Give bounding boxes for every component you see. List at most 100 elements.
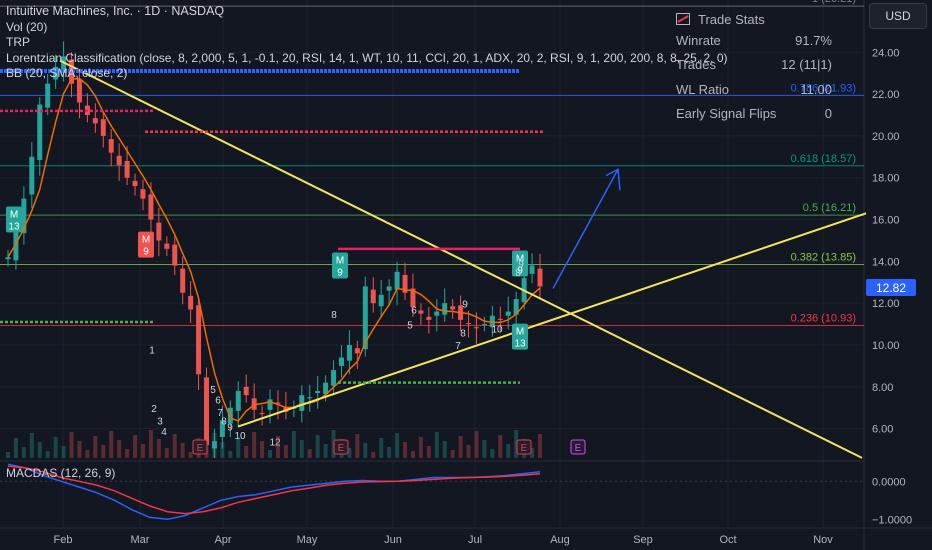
candle-body — [69, 59, 75, 84]
candle-body — [505, 311, 511, 316]
indicator-lorentzian[interactable]: Lorentzian Classification (close, 8, 2,0… — [6, 50, 728, 65]
candle-body — [140, 189, 146, 199]
td-count-label: 10 — [234, 431, 246, 442]
volume-bar — [466, 445, 471, 458]
candle-body — [219, 420, 225, 437]
candle-body — [116, 155, 122, 166]
candle-body — [346, 345, 352, 361]
x-tick-label: May — [297, 534, 318, 546]
volume-bar — [506, 444, 511, 458]
volume-bar — [125, 449, 130, 458]
candle-body — [418, 310, 424, 314]
candle-body — [211, 441, 217, 449]
volume-bar — [347, 448, 352, 458]
volume-bar — [498, 435, 503, 458]
td-count-label: 3 — [157, 416, 163, 427]
candle-body — [489, 315, 495, 328]
candle-body — [259, 412, 265, 414]
candle-body — [13, 230, 19, 261]
fib-level-label: 0.236 (10.93) — [791, 313, 856, 325]
td-count-label: 4 — [161, 427, 167, 438]
x-tick-label: Nov — [813, 534, 833, 546]
symbol-title[interactable]: Intuitive Machines, Inc. · 1D · NASDAQ — [6, 4, 225, 18]
y-tick-label: 16.00 — [872, 215, 900, 227]
fib-level-label: 0.786 (21.93) — [791, 83, 856, 95]
volume-bar — [442, 441, 447, 458]
volume-bar — [220, 442, 225, 458]
volume-bar — [140, 444, 145, 458]
td-count-label: 6 — [411, 306, 417, 317]
fib-level-label: 0.618 (18.57) — [791, 153, 856, 165]
currency-button[interactable]: USD — [869, 3, 927, 29]
volume-bar — [45, 451, 50, 458]
signal-badge-count: 13 — [8, 222, 20, 233]
candle-body — [188, 295, 194, 310]
candle-body — [434, 311, 440, 316]
projection-arrowhead — [605, 168, 621, 191]
volume-bar — [482, 440, 487, 458]
x-tick-label: Mar — [131, 534, 150, 546]
indicator-trp[interactable]: TRP — [6, 35, 30, 49]
candle-body — [76, 79, 82, 103]
candle-body — [275, 402, 281, 404]
volume-bar — [260, 441, 265, 458]
volume-bar — [69, 432, 74, 458]
volume-bar — [379, 438, 384, 458]
candle-body — [156, 222, 162, 241]
candle-body — [410, 288, 416, 308]
indicator-bollinger[interactable]: BB (20, SMA, close, 2) — [6, 66, 128, 80]
indicator-volume[interactable]: Vol (20) — [6, 19, 48, 34]
volume-bar — [53, 437, 58, 458]
x-tick-label: Feb — [54, 534, 73, 546]
td-count-label: 9 — [227, 423, 233, 434]
volume-bar — [148, 430, 153, 458]
volume-bar — [418, 437, 423, 458]
signal-badge-letter: M — [516, 253, 524, 264]
y-tick-label: 10.00 — [872, 340, 900, 352]
candle-body — [402, 274, 408, 293]
volume-bar — [387, 447, 392, 458]
volume-bar — [37, 442, 42, 458]
candle-body — [180, 268, 186, 293]
candle-body — [124, 161, 130, 178]
trade-stats-panel: Trade Stats Winrate 91.7% Trades 12 (11|1)… — [676, 10, 832, 126]
candle-body — [331, 370, 337, 386]
candle-body — [315, 391, 321, 394]
volume-bar — [172, 434, 177, 458]
uptrend-line — [237, 212, 867, 428]
candle-body — [394, 271, 400, 290]
y-tick-label: 12.00 — [872, 298, 900, 310]
candle-body — [354, 348, 360, 354]
volume-bar — [307, 449, 312, 458]
stat-value: 12 (11|1) — [781, 57, 832, 73]
td-count-label: 6 — [215, 396, 221, 407]
x-tick-label: Jun — [384, 534, 402, 546]
earnings-marker — [192, 439, 208, 455]
candle-body — [132, 180, 138, 187]
volume-bar — [355, 434, 360, 458]
signal-badge-count: 9 — [337, 268, 343, 279]
x-tick-label: Apr — [214, 534, 231, 546]
volume-bar — [117, 440, 122, 458]
candle-body — [529, 265, 535, 274]
volume-bar — [85, 450, 90, 458]
candle-body — [338, 357, 344, 366]
macd-line — [7, 463, 541, 521]
volume-bar — [283, 445, 288, 458]
candle-body — [227, 407, 233, 424]
macd-legend[interactable]: MACDAS (12, 26, 9) — [6, 466, 116, 480]
volume-bar — [291, 431, 296, 458]
volume-bar — [180, 443, 185, 458]
candle-body — [53, 66, 59, 80]
candle-body — [29, 156, 35, 195]
signal-badge — [138, 231, 154, 258]
volume-bar — [93, 436, 98, 458]
projection-arrow — [552, 169, 619, 289]
td-count-label: 8 — [331, 310, 337, 321]
y-tick-label: 6.00 — [872, 424, 893, 436]
downtrend-line — [59, 59, 863, 459]
candle-body — [5, 257, 11, 260]
volume-bar — [228, 451, 233, 458]
earnings-marker-label: E — [197, 443, 204, 454]
